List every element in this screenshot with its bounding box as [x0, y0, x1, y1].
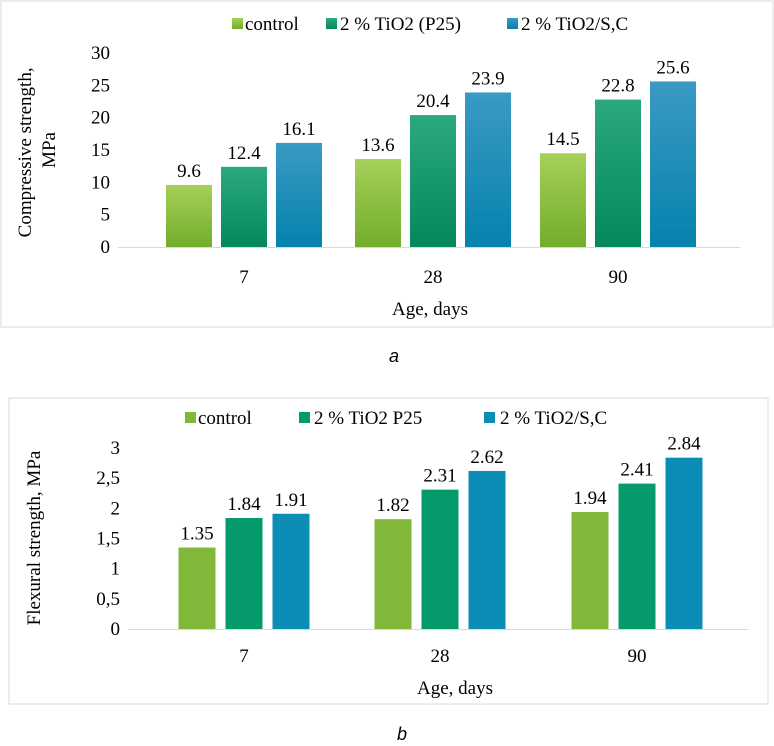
chart-a-y-axis-title-line2: MPa — [39, 131, 60, 167]
chart-b-y-tick-label: 0 — [111, 619, 121, 640]
chart-a-data-label: 12.4 — [227, 143, 261, 164]
chart-a-data-label: 16.1 — [282, 119, 315, 140]
chart-a-bar — [276, 142, 322, 247]
chart-a-x-tick-label: 90 — [609, 267, 628, 288]
chart-a-data-label: 22.8 — [601, 76, 634, 97]
chart-a-bar — [465, 92, 511, 248]
chart-a-bars — [166, 81, 696, 248]
chart-a-legend-swatch — [326, 18, 337, 29]
chart-b-data-label: 1.84 — [227, 494, 261, 515]
chart-a-legend-label: control — [245, 14, 299, 35]
chart-b-y-tick-label: 1,5 — [96, 529, 120, 550]
flexural-strength-chart: control 2 % TiO2 P25 2 % TiO2/S,C 0 0,5 1 1,5… — [8, 397, 769, 705]
chart-b-y-tick-label: 1 — [111, 559, 121, 580]
chart-b-bar — [178, 547, 216, 629]
chart-b-y-axis: 0 0,5 1 1,5 2 2,5 3 — [96, 438, 120, 640]
chart-a-bar — [410, 115, 456, 247]
chart-b-legend-label: 2 % TiO2 P25 — [314, 408, 422, 429]
chart-b-bar — [225, 517, 263, 629]
chart-a-x-tick-label: 28 — [424, 267, 443, 288]
chart-a-data-label: 23.9 — [471, 68, 504, 89]
chart-a-data-label: 20.4 — [416, 91, 450, 112]
chart-b-x-axis: 7 28 90 — [128, 629, 748, 667]
chart-a-frame — [0, 0, 774, 328]
chart-b-data-label: 2.84 — [667, 434, 701, 455]
chart-b-x-axis-title: Age, days — [417, 678, 493, 699]
chart-a-y-tick-label: 5 — [101, 205, 111, 226]
chart-a-y-axis: 0 5 10 15 20 25 30 — [91, 43, 110, 258]
chart-b-y-tick-label: 0,5 — [96, 589, 120, 610]
chart-a-bar — [166, 184, 212, 247]
chart-b-x-tick-label: 90 — [628, 646, 647, 667]
chart-b-frame — [8, 397, 769, 705]
chart-b-bar — [272, 513, 310, 629]
chart-b-y-tick-label: 3 — [111, 438, 121, 459]
compressive-strength-chart: control 2 % TiO2 (P25) 2 % TiO2/S,C 0 5 10 15… — [0, 0, 774, 328]
chart-b-legend-label: control — [198, 408, 252, 429]
chart-b-bars — [178, 457, 703, 629]
chart-a-y-axis-title-line1: Compressive strength, — [15, 67, 36, 237]
chart-b-bar — [571, 511, 609, 629]
chart-b-data-label: 2.31 — [423, 466, 456, 487]
chart-a-data-label: 9.6 — [177, 161, 201, 182]
chart-b-bar — [421, 489, 459, 629]
chart-a-legend-swatch — [232, 18, 243, 29]
chart-a-bar — [650, 81, 696, 247]
panel-b-letter: b — [397, 724, 407, 744]
chart-b-x-tick-label: 28 — [431, 646, 450, 667]
chart-b-y-tick-label: 2,5 — [96, 468, 120, 489]
chart-a-legend-label: 2 % TiO2 (P25) — [340, 14, 461, 35]
chart-a-y-tick-label: 0 — [101, 237, 111, 258]
chart-a-bar — [221, 166, 267, 247]
chart-a-data-label: 14.5 — [546, 129, 579, 150]
chart-a-y-tick-label: 30 — [91, 43, 110, 64]
chart-b-y-axis-title: Flexural strength, MPa — [24, 450, 45, 625]
chart-a-bar — [595, 99, 641, 247]
chart-b-y-tick-label: 2 — [111, 498, 121, 519]
chart-b-data-label: 1.35 — [180, 524, 213, 545]
chart-b-bar — [468, 470, 506, 629]
chart-b-legend-swatch — [185, 412, 196, 423]
chart-b-data-label: 1.82 — [376, 495, 409, 516]
chart-b-data-label: 1.91 — [274, 490, 307, 511]
chart-b-data-label: 2.62 — [470, 447, 503, 468]
chart-b-bar — [374, 519, 412, 629]
chart-a-data-label: 13.6 — [361, 135, 394, 156]
chart-a-bar — [355, 159, 401, 247]
chart-a-data-label: 25.6 — [656, 57, 689, 78]
panel-a-letter: a — [389, 346, 399, 366]
chart-b-x-tick-label: 7 — [239, 646, 249, 667]
chart-b-data-label: 1.94 — [573, 488, 607, 509]
chart-a-y-axis-title: Compressive strength, MPa — [15, 63, 60, 238]
chart-a-y-tick-label: 20 — [91, 108, 110, 129]
chart-b-legend-label: 2 % TiO2/S,C — [500, 408, 607, 429]
chart-a-legend-swatch — [507, 18, 518, 29]
chart-b-legend-swatch — [484, 412, 495, 423]
chart-a-y-tick-label: 25 — [91, 75, 110, 96]
chart-b-legend: control 2 % TiO2 P25 2 % TiO2/S,C — [185, 408, 607, 429]
chart-a-legend: control 2 % TiO2 (P25) 2 % TiO2/S,C — [232, 14, 628, 35]
chart-a-x-axis-title: Age, days — [392, 299, 468, 320]
chart-a-y-tick-label: 15 — [91, 140, 110, 161]
chart-a-y-tick-label: 10 — [91, 172, 110, 193]
chart-b-bar — [618, 483, 656, 629]
chart-a-x-tick-label: 7 — [239, 267, 249, 288]
chart-b-data-labels: 1.35 1.84 1.91 1.82 2.31 2.62 1.94 2.41 2.84 — [180, 434, 701, 545]
chart-b-legend-swatch — [299, 412, 310, 423]
chart-a-bar — [540, 153, 586, 247]
chart-b-data-label: 2.41 — [620, 460, 653, 481]
chart-a-x-axis: 7 28 90 — [118, 247, 740, 288]
chart-b-bar — [665, 457, 703, 629]
chart-a-legend-label: 2 % TiO2/S,C — [521, 14, 628, 35]
chart-a-data-labels: 9.6 12.4 16.1 13.6 20.4 23.9 14.5 22.8 25.6 — [177, 57, 690, 181]
